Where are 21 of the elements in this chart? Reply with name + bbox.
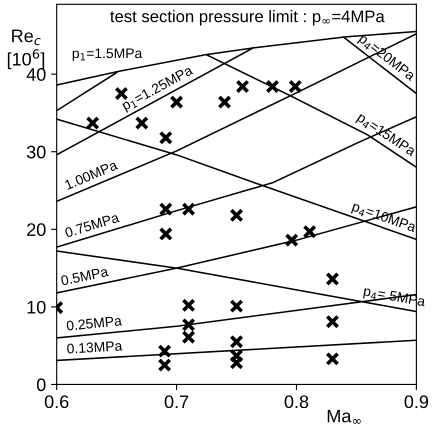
annotation: p$_{4}$=20MPa — [356, 33, 416, 84]
annotation: 0.5MPa — [60, 266, 109, 286]
annotation: p$_{1}$=1.5MPa — [72, 48, 142, 61]
y-tick-label: 10 — [28, 300, 46, 314]
annotation: 0.13MPa — [66, 340, 122, 354]
annotation: p$_{4}$=10MPa — [350, 201, 417, 235]
y-tick-label: 0 — [36, 378, 46, 392]
annotation: 0.75MPa — [64, 212, 120, 238]
annotation: p$_{4}$=15MPa — [355, 112, 417, 159]
x-tick-label: 0.9 — [404, 395, 428, 408]
y-axis-title: Re$_{c}$ [10$^{6}$] — [8, 30, 44, 70]
annotation: p$_{1}$=1.25MPa — [121, 64, 195, 113]
x-tick-label: 0.8 — [284, 395, 308, 408]
x-tick-label: 0.6 — [44, 395, 68, 408]
x-tick-label: 0.7 — [164, 395, 188, 408]
x-axis-title: Ma$_{∞}$ — [328, 410, 361, 424]
y-tick-label: 30 — [26, 146, 46, 158]
annotation: 0.25MPa — [66, 316, 122, 331]
y-tick-label: 40 — [26, 68, 46, 81]
y-tick-label: 20 — [27, 223, 46, 236]
annotation: test section pressure limit : p$_{∞}$=4MPa — [110, 10, 385, 26]
